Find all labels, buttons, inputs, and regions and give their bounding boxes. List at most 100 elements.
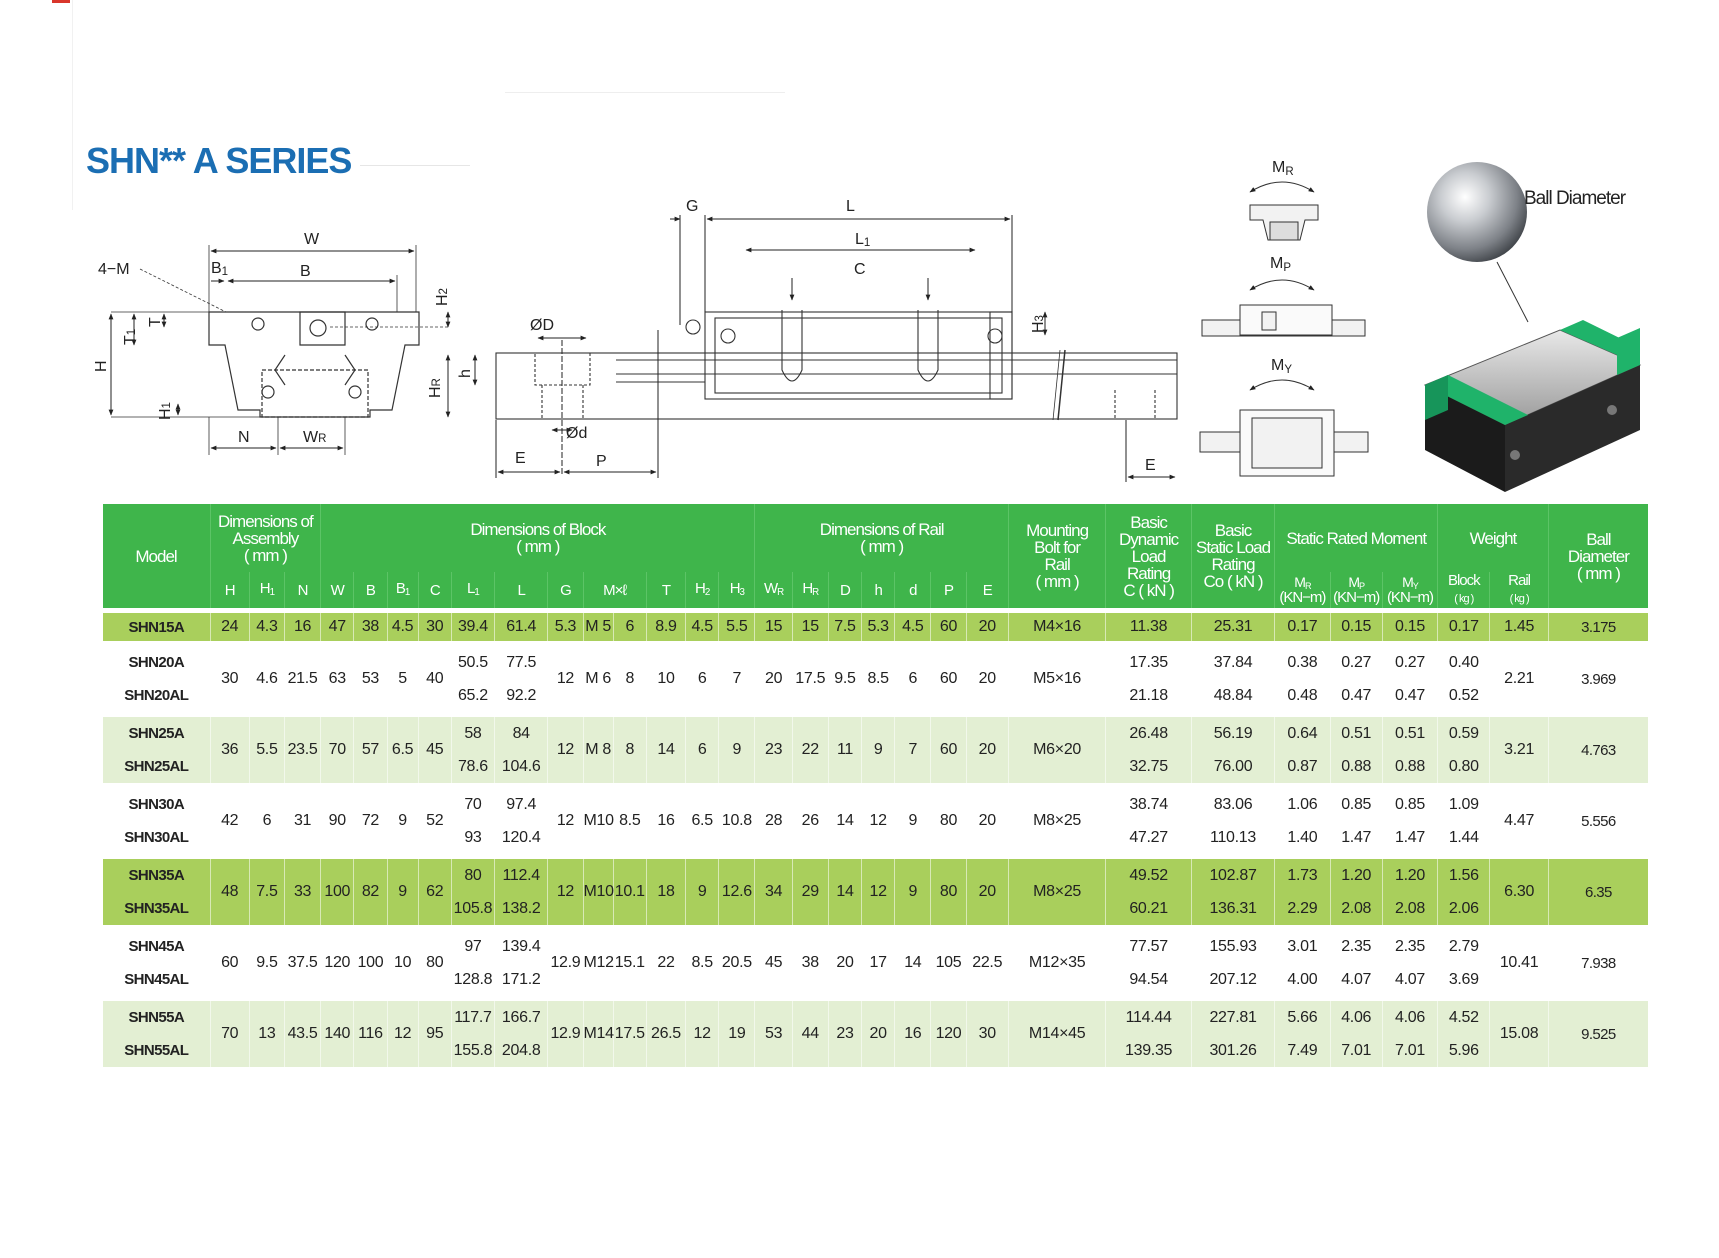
value-cell: 8	[612, 717, 647, 783]
value-cell: 139.4	[494, 930, 548, 963]
value-cell: 93	[450, 821, 495, 854]
header-block: Dimensions of Block ( mm )	[320, 504, 755, 572]
value-cell: 31	[283, 788, 321, 854]
value-cell: 25.31	[1190, 613, 1275, 641]
value-cell: 5.5	[248, 717, 285, 783]
value-cell: 29	[791, 859, 829, 925]
value-cell: 4.52	[1437, 1001, 1490, 1034]
value-cell: 36	[209, 717, 250, 783]
value-cell: M8×25	[1007, 788, 1106, 854]
value-cell: 42	[209, 788, 250, 854]
model-cell: SHN20A	[102, 646, 211, 679]
value-cell: 16	[645, 788, 686, 854]
value-cell: 227.81	[1190, 1001, 1275, 1034]
value-cell: 84	[494, 717, 548, 750]
table-row: SHN25A 36 5.5 23.5 70 57 6.5 45 58 84 12 M 8 8 14 6 9 23…	[102, 717, 1648, 783]
subheader-label: T	[661, 581, 671, 599]
subheader-moment: MP (KN−m)	[1329, 572, 1383, 608]
value-cell: 5.66	[1274, 1001, 1331, 1034]
value-cell: 105.8	[450, 892, 495, 925]
ball-diameter-cell: 3.175	[1547, 613, 1648, 641]
value-cell: 0.27	[1329, 646, 1383, 679]
label-wr: WR	[303, 429, 326, 446]
value-cell: 4.5	[386, 613, 419, 641]
value-cell: 2.35	[1329, 930, 1383, 963]
value-cell: 65.2	[450, 679, 495, 712]
value-cell: 7	[718, 646, 755, 712]
value-cell: 120	[930, 1001, 967, 1067]
value-cell: 2.08	[1329, 892, 1383, 925]
model-cell: SHN35AL	[102, 892, 211, 925]
subheader-subscript: 3	[739, 586, 746, 598]
value-cell: 45	[754, 930, 793, 996]
value-cell: 166.7	[494, 1001, 548, 1034]
value-cell: 9	[894, 859, 931, 925]
value-cell: M12×35	[1007, 930, 1106, 996]
value-cell: 22	[645, 930, 686, 996]
value-cell: 97.4	[494, 788, 548, 821]
header-model: Model	[102, 504, 211, 608]
value-cell: 78.6	[450, 750, 495, 783]
value-cell: 15.08	[1489, 1001, 1549, 1067]
subheader-label: B	[365, 581, 376, 599]
value-cell: M10	[582, 859, 614, 925]
front-view-drawing	[111, 245, 450, 455]
value-cell: 139.35	[1105, 1034, 1192, 1067]
header-dynamic-load: Basic Dynamic Load Rating C ( kN )	[1105, 504, 1192, 608]
label-b1: B1	[211, 260, 228, 278]
value-cell: 17.5	[791, 646, 829, 712]
value-cell: 4.00	[1274, 963, 1331, 996]
value-cell: M6×20	[1007, 717, 1106, 783]
value-cell: 204.8	[494, 1034, 548, 1067]
value-cell: 0.40	[1437, 646, 1490, 679]
value-cell: 207.12	[1190, 963, 1275, 996]
value-cell: 60.21	[1105, 892, 1192, 925]
ball-diameter-cell: 3.969	[1547, 646, 1648, 712]
value-cell: 8.5	[612, 788, 647, 854]
value-cell: 140	[320, 1001, 354, 1067]
value-cell: 1.73	[1274, 859, 1331, 892]
value-cell: 117.7	[450, 1001, 495, 1034]
value-cell: 97	[450, 930, 495, 963]
value-cell: 4.47	[1489, 788, 1549, 854]
subheader-label: W	[763, 579, 778, 597]
divider	[505, 92, 785, 93]
label-od-small: Ød	[566, 425, 587, 442]
value-cell: 0.17	[1274, 613, 1331, 641]
value-cell: 26	[791, 788, 829, 854]
value-cell: 37.84	[1190, 646, 1275, 679]
value-cell: 14	[827, 859, 862, 925]
corner-mark	[52, 0, 70, 3]
page-edge-line	[72, 0, 73, 210]
subheader-label: P	[943, 581, 954, 599]
weight-label: Block	[1447, 572, 1481, 589]
subheader-col: C	[417, 572, 452, 608]
value-cell: 15	[791, 613, 829, 641]
subheader-col: N	[283, 572, 321, 608]
value-cell: 14	[827, 788, 862, 854]
value-cell: 7.5	[827, 613, 862, 641]
value-cell: 7.49	[1274, 1034, 1331, 1067]
subheader-moment: MR (KN−m)	[1274, 572, 1331, 608]
subheader-label: h	[874, 581, 882, 599]
value-cell: 34	[754, 859, 793, 925]
page-title: SHN** A SERIES	[86, 140, 352, 181]
subheader-col: L	[494, 572, 548, 608]
value-cell: 8.9	[645, 613, 686, 641]
value-cell: 4.6	[248, 646, 285, 712]
value-cell: 4.06	[1329, 1001, 1383, 1034]
value-cell: 4.5	[894, 613, 931, 641]
value-cell: 70	[320, 717, 354, 783]
value-cell: 23	[827, 1001, 862, 1067]
subheader-col: B	[353, 572, 387, 608]
model-cell: SHN35A	[102, 859, 211, 892]
value-cell: 28	[754, 788, 793, 854]
ball-image	[1427, 162, 1527, 262]
subheader-col: H	[209, 572, 250, 608]
value-cell: 110.13	[1190, 821, 1275, 854]
value-cell: 0.88	[1381, 750, 1438, 783]
value-cell: 16	[894, 1001, 931, 1067]
value-cell: 12	[547, 788, 584, 854]
model-cell: SHN55A	[102, 1001, 211, 1034]
label-h-small: h	[457, 369, 474, 378]
